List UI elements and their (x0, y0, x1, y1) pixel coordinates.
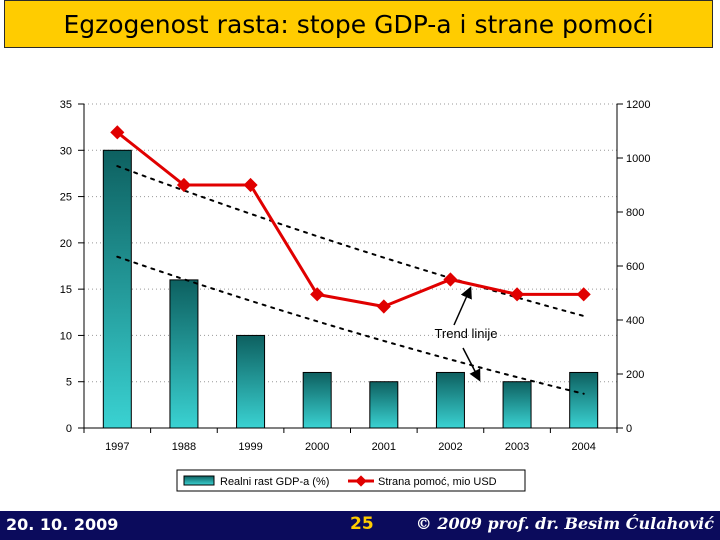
left-tick-label: 35 (60, 99, 72, 111)
line-point (243, 177, 258, 193)
annotation-arrow (453, 286, 472, 326)
line-point (376, 299, 391, 314)
slide-title: Egzogenost rasta: stope GDP-a i strane p… (63, 9, 654, 39)
x-tick-label: 1999 (238, 441, 262, 453)
bar (502, 381, 532, 429)
legend-label: Strana pomoć, mio USD (378, 476, 497, 488)
x-tick-label: 2001 (372, 441, 396, 453)
legend-swatch-bar (183, 475, 215, 486)
bar (369, 381, 399, 429)
line-point (443, 272, 458, 287)
chart: 0 5 10 15 20 25 30 35 0 200 400 600 800 1000 1200 1997 1… (60, 99, 651, 492)
page-number: 25 (350, 514, 374, 534)
line-point (509, 287, 525, 302)
right-tick-label: 1000 (626, 153, 650, 165)
slide-footer: 20. 10. 2009 25 © 2009 prof. dr. Besim Ć… (0, 511, 720, 540)
annotation-arrow (462, 347, 481, 382)
annotation: Trend linije (434, 286, 498, 382)
right-tick-label: 200 (626, 369, 644, 381)
left-tick-label: 25 (60, 192, 72, 204)
bar-series (102, 149, 599, 429)
left-tick-label: 10 (60, 330, 72, 342)
left-tick-label: 20 (60, 238, 72, 250)
bar (236, 334, 266, 429)
bar (302, 371, 332, 429)
footer-date: 20. 10. 2009 (6, 515, 119, 534)
right-tick-label: 600 (626, 261, 644, 273)
x-tick-label: 2003 (505, 441, 529, 453)
legend-swatch-marker (355, 475, 367, 487)
x-tick-label: 2000 (305, 441, 329, 453)
right-tick-label: 800 (626, 207, 644, 219)
right-tick-label: 1200 (626, 99, 650, 111)
right-tick-label: 400 (626, 315, 644, 327)
left-tick-label: 30 (60, 145, 72, 157)
line-point (176, 177, 192, 193)
line-series (110, 125, 591, 314)
chart-axes: 0 5 10 15 20 25 30 35 0 200 400 600 800 1000 1200 1997 1… (60, 99, 651, 453)
bar (102, 149, 132, 429)
legend: Realni rast GDP-a (%) Strana pomoć, mio U… (176, 469, 526, 492)
left-tick-label: 15 (60, 284, 72, 296)
line-series-path (116, 131, 584, 309)
bar (569, 371, 599, 429)
annotation-label: Trend linije (434, 326, 497, 341)
bar (169, 279, 199, 429)
line-point (576, 287, 591, 302)
left-tick-label: 5 (66, 377, 72, 389)
line-point (310, 287, 325, 302)
x-tick-label: 1988 (172, 441, 196, 453)
bar (435, 371, 465, 429)
x-tick-label: 2002 (438, 441, 462, 453)
x-tick-label: 1997 (105, 441, 129, 453)
slide-title-bar: Egzogenost rasta: stope GDP-a i strane p… (4, 0, 713, 48)
footer-copyright: © 2009 prof. dr. Besim Ćulahović (415, 514, 714, 533)
x-tick-label: 2004 (571, 441, 595, 453)
legend-label: Realni rast GDP-a (%) (220, 476, 329, 488)
left-tick-label: 0 (66, 423, 72, 435)
right-tick-label: 0 (626, 423, 632, 435)
line-point (110, 125, 125, 140)
trend-line (116, 255, 585, 395)
